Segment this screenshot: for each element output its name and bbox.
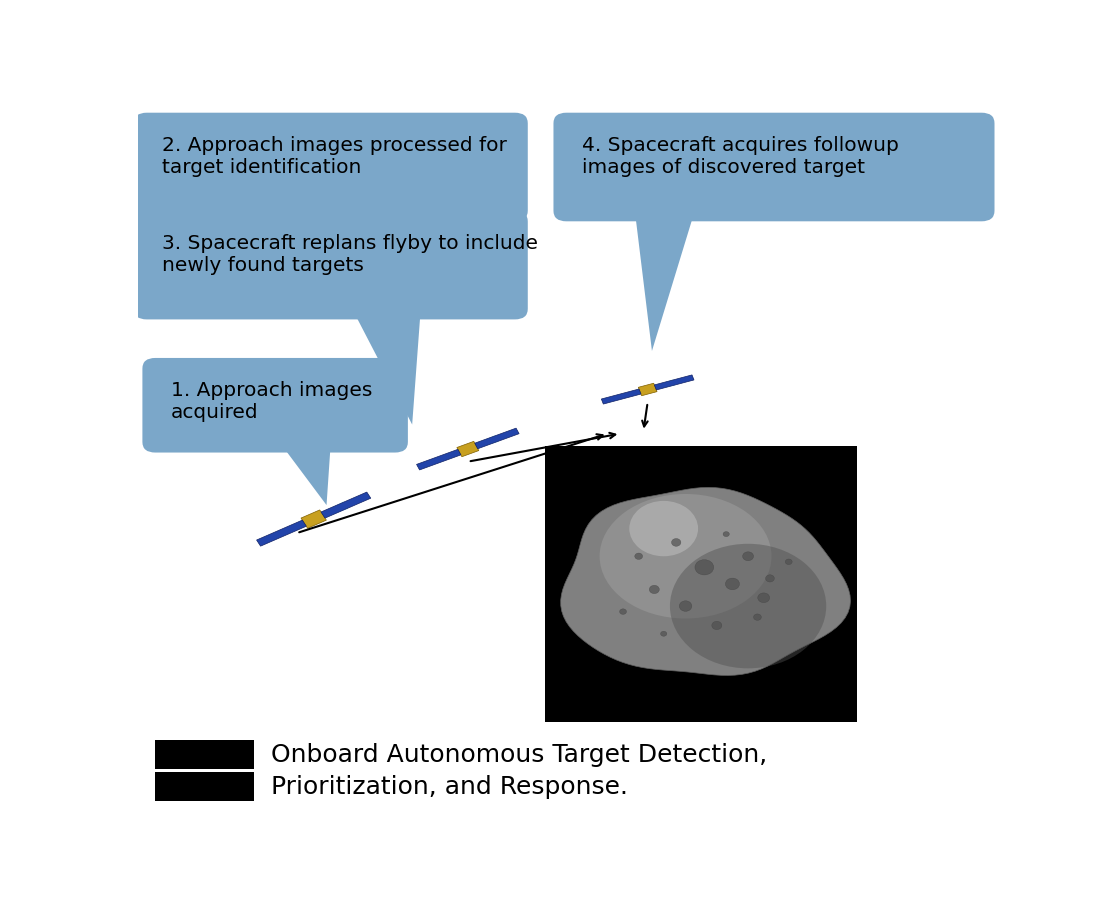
Text: Prioritization, and Response.: Prioritization, and Response. [271,774,628,799]
Ellipse shape [754,614,761,621]
Ellipse shape [661,632,666,636]
Ellipse shape [600,494,771,619]
Polygon shape [475,428,519,449]
Polygon shape [639,383,657,396]
Polygon shape [475,435,498,448]
Text: Onboard Autonomous Target Detection,: Onboard Autonomous Target Detection, [271,743,767,766]
Ellipse shape [650,585,660,593]
Ellipse shape [758,593,770,602]
FancyBboxPatch shape [155,772,254,802]
Text: 3. Spacecraft replans flyby to include
newly found targets: 3. Spacecraft replans flyby to include n… [162,234,538,275]
Polygon shape [560,488,851,675]
Ellipse shape [620,609,627,614]
Ellipse shape [725,578,739,590]
Polygon shape [256,521,306,546]
Polygon shape [352,308,421,424]
Polygon shape [322,492,371,518]
Ellipse shape [672,539,681,546]
Ellipse shape [630,501,698,556]
Ellipse shape [695,560,714,575]
Polygon shape [301,510,326,529]
Polygon shape [322,501,348,517]
Ellipse shape [680,601,692,612]
Ellipse shape [712,622,722,630]
Polygon shape [634,211,695,351]
Polygon shape [280,442,330,505]
Ellipse shape [786,559,792,564]
Text: 1. Approach images
acquired: 1. Approach images acquired [170,381,372,422]
Ellipse shape [743,551,754,561]
Polygon shape [655,379,675,389]
Polygon shape [352,211,421,333]
FancyBboxPatch shape [134,211,528,319]
FancyBboxPatch shape [155,740,254,769]
FancyBboxPatch shape [554,113,994,221]
FancyBboxPatch shape [134,113,528,221]
Ellipse shape [723,531,729,537]
Ellipse shape [670,544,827,668]
Polygon shape [654,375,694,390]
Polygon shape [456,441,478,457]
FancyBboxPatch shape [545,446,857,723]
Text: 2. Approach images processed for
target identification: 2. Approach images processed for target … [162,136,507,177]
FancyBboxPatch shape [143,358,408,452]
Text: 4. Spacecraft acquires followup
images of discovered target: 4. Spacecraft acquires followup images o… [581,136,898,177]
Ellipse shape [766,575,775,582]
Ellipse shape [634,553,643,560]
Polygon shape [417,450,461,470]
Polygon shape [601,389,641,404]
